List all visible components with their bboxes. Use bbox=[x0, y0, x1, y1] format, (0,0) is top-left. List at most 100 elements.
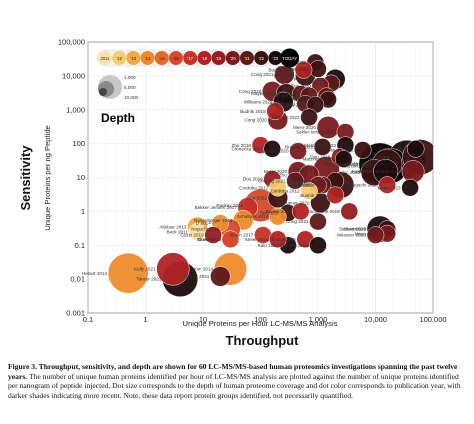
point-label: Zhu 2018 bbox=[232, 143, 252, 148]
data-point bbox=[309, 236, 327, 255]
point-label: Kelly 2021 bbox=[134, 267, 156, 272]
x-tick-label: 10 bbox=[199, 315, 207, 324]
year-swatch bbox=[183, 51, 198, 65]
point-label: Tsai 2022 bbox=[289, 67, 309, 72]
point-label: Williams 2023 bbox=[244, 100, 273, 105]
point-label: Zhu 2020 bbox=[293, 167, 313, 172]
point-label: Serrano 2023 bbox=[344, 164, 372, 169]
point-label: Derks 2022 bbox=[282, 102, 306, 107]
y-axis-ticks: 0.001 0.01 0.1 1 10 100 1,000 10,000 100,000 bbox=[58, 38, 85, 318]
point-label: Specht 2021 bbox=[287, 183, 313, 188]
data-point bbox=[309, 212, 327, 231]
point-label: Slovin 2017 bbox=[229, 233, 253, 238]
point-label: Bekker-Jensen 2017 bbox=[195, 205, 238, 210]
data-point bbox=[204, 226, 222, 244]
y-tick-label: 100,000 bbox=[58, 38, 85, 47]
data-point bbox=[266, 102, 284, 121]
point-label: Dou 2019 bbox=[310, 155, 330, 160]
data-point bbox=[300, 108, 318, 127]
y-tick-label: 1,000 bbox=[66, 105, 85, 114]
depth-circle-small bbox=[99, 88, 107, 96]
point-label: Specht 2021 bbox=[270, 101, 296, 106]
year-swatch-label: '16 bbox=[173, 56, 179, 61]
point-label: Ctortecka 2022 bbox=[295, 178, 327, 183]
data-point bbox=[107, 252, 149, 294]
point-label: Sekler-sorzen 2020 bbox=[296, 130, 336, 135]
point-label: Matzinger 2023 bbox=[303, 157, 335, 162]
point-label: Slovin 2016 bbox=[197, 237, 221, 242]
year-swatch bbox=[140, 51, 155, 65]
year-swatch-label: 2011 bbox=[100, 56, 110, 61]
point-label: Kalo 2023 bbox=[258, 243, 279, 248]
year-swatch bbox=[98, 51, 112, 65]
year-swatch-label: '15 bbox=[159, 56, 165, 61]
data-point bbox=[210, 266, 231, 287]
data-point bbox=[269, 230, 287, 249]
year-swatch bbox=[197, 51, 212, 65]
scatter-chart: 0.1 1 10 100 1,000 10,000 100,000 0.001 0.01 0.1… bbox=[18, 38, 447, 348]
depth-size-1: 1,000 bbox=[124, 75, 136, 80]
year-swatch-label: '19 bbox=[216, 56, 222, 61]
point-label: Stewart 2023 bbox=[379, 146, 407, 151]
year-swatch bbox=[240, 51, 254, 65]
year-swatch bbox=[154, 51, 169, 65]
point-label: Leduc 2022 bbox=[303, 183, 327, 188]
year-swatch-label: TODAY bbox=[282, 56, 297, 61]
y-axis-title: Sensitivity bbox=[18, 145, 33, 211]
x-tick-label: 10,000 bbox=[364, 315, 387, 324]
point-label: Zhu 2020 bbox=[279, 172, 299, 177]
point-label: Ctortecka 2023 bbox=[232, 146, 264, 151]
point-label: Brunner 2022 bbox=[285, 145, 313, 150]
data-point bbox=[316, 116, 340, 139]
data-point bbox=[221, 230, 240, 249]
point-label: Meier 2018 bbox=[245, 237, 268, 242]
year-swatch-label: '23 bbox=[273, 56, 279, 61]
data-point bbox=[313, 138, 332, 156]
point-label: Leduc 2022 bbox=[336, 170, 360, 175]
year-swatch-label: '12 bbox=[116, 56, 122, 61]
y-tick-label: 0.01 bbox=[70, 275, 85, 284]
year-swatch-label: '20 bbox=[230, 56, 236, 61]
depth-legend: 1,000 5,000 10,000 Depth bbox=[98, 75, 138, 125]
y-tick-label: 10 bbox=[77, 173, 85, 182]
point-label: Tan 2022 bbox=[260, 211, 279, 216]
point-label: Mayer 2022 bbox=[251, 91, 276, 96]
depth-size-3: 10,000 bbox=[124, 95, 138, 100]
point-label: Bekker-Jensen 2020 bbox=[359, 169, 402, 174]
point-label: Petrosius 2023 bbox=[294, 77, 325, 82]
point-label: Altelaar 2013 bbox=[159, 224, 187, 229]
data-point bbox=[263, 140, 282, 158]
y-tick-label: 100 bbox=[72, 139, 85, 148]
year-swatch bbox=[268, 51, 283, 65]
point-label: Woo 2022 bbox=[246, 195, 267, 200]
data-point bbox=[289, 142, 307, 160]
point-label: Wu 2023 bbox=[369, 157, 388, 162]
data-points bbox=[107, 53, 433, 298]
point-label: Dou 2019 bbox=[243, 177, 263, 182]
x-tick-label: 0.1 bbox=[83, 315, 93, 324]
data-point bbox=[291, 202, 310, 221]
point-label: Li 2014 bbox=[196, 221, 212, 226]
data-point bbox=[326, 186, 345, 204]
data-point bbox=[269, 207, 287, 226]
point-label: Schoof 2021 bbox=[265, 92, 291, 97]
data-point bbox=[294, 61, 313, 79]
point-label: Tanzyr 2023 bbox=[136, 277, 161, 282]
caption-lead: Figure 3. Throughput, sensitivity, and d… bbox=[8, 362, 458, 381]
point-label: Cong 2021 bbox=[286, 219, 309, 224]
year-swatch bbox=[280, 48, 300, 68]
point-label: Cordoba 2012 bbox=[270, 189, 300, 194]
data-point bbox=[353, 141, 372, 159]
point-label: Webber 2022 bbox=[291, 97, 319, 102]
year-swatch-label: '13 bbox=[131, 56, 137, 61]
point-label: Schoof 2021 bbox=[274, 93, 300, 98]
point-label: Pfammatter 2023 bbox=[323, 162, 359, 167]
point-label: Rosenberger 2014 bbox=[194, 218, 232, 223]
depth-label: Depth bbox=[101, 111, 135, 125]
data-point bbox=[300, 182, 318, 200]
figure-caption: Figure 3. Throughput, sensitivity, and d… bbox=[8, 362, 466, 400]
point-label: Meier 2020 bbox=[266, 149, 289, 154]
x-tick-label: 1 bbox=[143, 315, 147, 324]
year-legend: 2011 '12 '13 '14 '15 '16 '17 '18 '19 '20 '21 '22 '23… bbox=[96, 48, 300, 68]
